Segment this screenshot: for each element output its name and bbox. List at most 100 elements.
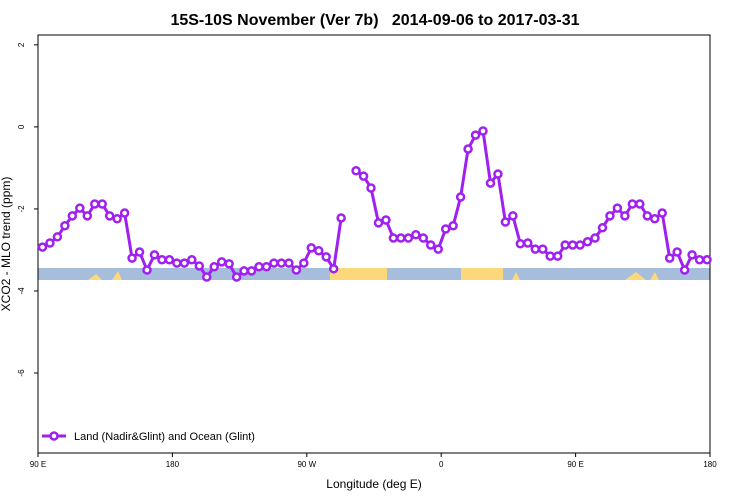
data-point xyxy=(366,183,376,193)
data-point xyxy=(515,239,526,249)
data-point xyxy=(537,244,548,254)
data-point xyxy=(478,126,488,136)
data-point xyxy=(127,253,137,263)
data-point xyxy=(388,233,399,243)
land-patch xyxy=(650,272,659,280)
data-point xyxy=(246,266,257,276)
data-point xyxy=(657,208,667,218)
data-point xyxy=(373,218,384,228)
data-point xyxy=(209,262,219,272)
data-point xyxy=(508,211,518,221)
data-point xyxy=(313,246,324,256)
data-point xyxy=(590,233,600,243)
land-band xyxy=(330,268,387,280)
data-point xyxy=(448,220,458,231)
data-point xyxy=(239,266,249,276)
data-point xyxy=(396,233,406,243)
x-tick-label: 90 E xyxy=(30,460,46,469)
data-point xyxy=(89,199,100,209)
data-point xyxy=(149,250,160,260)
x-tick-label: 180 xyxy=(703,460,717,469)
x-tick-label: 0 xyxy=(439,460,444,469)
data-point xyxy=(179,258,190,268)
data-point xyxy=(485,178,496,188)
legend-label: Land (Nadir&Glint) and Ocean (Glint) xyxy=(74,431,255,443)
data-point xyxy=(500,217,511,227)
data-point xyxy=(605,211,615,221)
data-point xyxy=(523,238,533,248)
x-axis-label: Longitude (deg E) xyxy=(326,477,421,491)
y-tick-label: -2 xyxy=(17,205,26,213)
land-band xyxy=(461,268,503,280)
data-point xyxy=(187,255,197,265)
data-point xyxy=(493,169,503,179)
data-point xyxy=(635,199,645,209)
data-point xyxy=(612,203,623,213)
data-point xyxy=(351,166,361,176)
data-point xyxy=(530,244,541,254)
data-point xyxy=(649,214,660,224)
data-point xyxy=(284,258,294,268)
data-point xyxy=(299,258,309,268)
y-tick-label: 0 xyxy=(17,124,26,129)
x-tick-label: 180 xyxy=(166,460,180,469)
data-point xyxy=(582,236,593,247)
data-point xyxy=(231,272,242,282)
data-point xyxy=(597,223,608,233)
plot-frame xyxy=(37,34,711,454)
data-point xyxy=(411,230,421,240)
data-point xyxy=(567,240,578,250)
data-point xyxy=(575,240,585,250)
legend-marker xyxy=(49,431,59,441)
data-point xyxy=(545,251,555,261)
data-point xyxy=(358,171,369,181)
data-point xyxy=(37,242,48,252)
data-point xyxy=(291,265,302,275)
data-point xyxy=(642,211,653,221)
x-tick-label: 90 E xyxy=(567,460,583,469)
data-point xyxy=(627,199,638,209)
data-point xyxy=(433,244,443,254)
data-point xyxy=(560,240,570,250)
land-patch xyxy=(112,271,122,280)
data-point xyxy=(119,208,130,218)
data-point xyxy=(75,203,85,213)
y-tick-label: -4 xyxy=(17,287,26,295)
chart-title: 15S-10S November (Ver 7b) 2014-09-06 to … xyxy=(170,12,579,29)
data-point xyxy=(702,255,712,265)
data-point xyxy=(418,233,429,243)
data-point xyxy=(328,264,339,274)
data-point xyxy=(112,214,122,224)
data-point xyxy=(381,215,391,225)
land-patch xyxy=(88,274,102,280)
data-point xyxy=(142,265,152,275)
data-point xyxy=(194,261,205,271)
data-point xyxy=(224,259,234,269)
surface-band xyxy=(38,268,710,280)
y-tick-label: -6 xyxy=(17,369,26,377)
data-point xyxy=(216,257,227,267)
data-point xyxy=(157,255,167,265)
x-tick-label: 90 W xyxy=(297,460,316,469)
data-point xyxy=(172,258,182,268)
data-point xyxy=(52,232,63,242)
data-point xyxy=(336,213,346,223)
data-point xyxy=(403,233,414,243)
data-point xyxy=(672,247,682,257)
data-point xyxy=(276,258,287,268)
data-point xyxy=(254,262,264,272)
data-point xyxy=(463,144,473,154)
data-point xyxy=(134,247,145,257)
data-point xyxy=(425,240,436,250)
data-point xyxy=(45,238,55,248)
data-point xyxy=(104,211,115,221)
data-point xyxy=(664,253,675,263)
data-point xyxy=(269,258,279,268)
data-point xyxy=(470,130,481,140)
y-axis-label: XCO2 - MLO trend (ppm) xyxy=(0,177,13,312)
data-point xyxy=(97,199,107,209)
data-point xyxy=(201,272,212,282)
y-tick-label: 2 xyxy=(17,42,26,47)
data-point xyxy=(620,211,630,221)
